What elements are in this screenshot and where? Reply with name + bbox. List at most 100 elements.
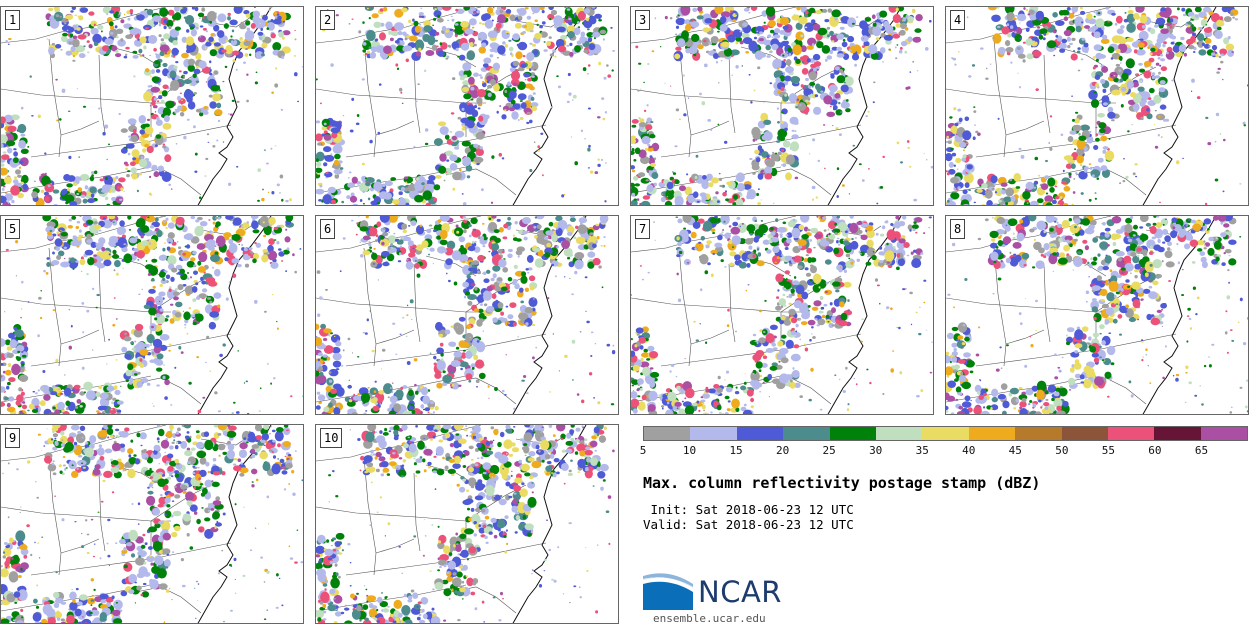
echo-cell <box>435 175 442 179</box>
echo-cell <box>1 375 3 378</box>
echo-cell <box>1099 128 1106 134</box>
echo-cell <box>140 378 149 383</box>
echo-cell <box>153 48 157 52</box>
echo-cell <box>183 135 187 140</box>
echo-cell <box>274 145 277 147</box>
echo-cell <box>131 149 140 158</box>
echo-cell <box>520 275 528 284</box>
echo-cell <box>1191 26 1197 32</box>
echo-cell <box>528 100 531 103</box>
echo-cell <box>765 44 771 51</box>
echo-cell <box>180 351 184 354</box>
echo-cell <box>190 82 194 86</box>
echo-cell <box>957 186 961 190</box>
echo-cell <box>648 157 655 165</box>
echo-cell <box>556 245 559 249</box>
echo-cell <box>441 7 452 11</box>
echo-cell <box>811 185 816 190</box>
echo-cell <box>264 310 267 313</box>
echo-cell <box>321 359 324 361</box>
echo-cell <box>826 111 836 118</box>
echo-cell <box>838 101 841 105</box>
echo-cell <box>139 129 146 135</box>
echo-cell <box>442 370 446 374</box>
echo-cell <box>862 45 865 48</box>
echo-cell <box>1180 36 1185 41</box>
echo-cell <box>276 183 280 187</box>
echo-cell <box>1231 51 1235 53</box>
echo-cell <box>1058 10 1065 16</box>
echo-cell <box>551 263 554 267</box>
echo-cell <box>784 127 788 131</box>
echo-cell <box>529 285 535 291</box>
echo-cell <box>189 26 194 30</box>
echo-cell <box>152 405 155 408</box>
echo-cell <box>587 72 589 75</box>
echo-cell <box>527 267 533 271</box>
echo-cell <box>956 168 959 170</box>
echo-cell <box>273 18 282 25</box>
echo-cell <box>239 36 243 41</box>
echo-cell <box>946 140 949 144</box>
echo-cell <box>674 195 684 205</box>
echo-cell <box>601 97 605 100</box>
echo-cell <box>973 106 976 108</box>
echo-cell <box>567 253 573 257</box>
echo-cell <box>109 25 115 30</box>
echo-cell <box>166 246 171 251</box>
echo-cell <box>757 40 759 42</box>
echo-cell <box>89 176 95 182</box>
echo-cell <box>587 107 591 110</box>
echo-cell <box>423 25 432 33</box>
echo-cell <box>82 198 88 204</box>
echo-cell <box>263 46 265 49</box>
echo-cell <box>755 157 761 163</box>
echo-cell <box>895 23 902 28</box>
echo-cell <box>13 148 17 151</box>
echo-cell <box>139 363 145 369</box>
echo-cell <box>11 363 21 376</box>
echo-cell <box>822 124 826 126</box>
echo-cell <box>551 229 555 232</box>
echo-cell <box>476 385 478 388</box>
echo-cell <box>27 409 30 412</box>
echo-cell <box>746 194 751 200</box>
echo-cell <box>391 247 393 249</box>
echo-cell <box>104 205 106 206</box>
echo-cell <box>79 173 90 181</box>
echo-cell <box>51 42 56 46</box>
echo-cell <box>791 129 795 132</box>
echo-cell <box>174 26 181 31</box>
echo-cell <box>739 40 744 45</box>
echo-cell <box>54 409 61 414</box>
echo-cell <box>1010 25 1014 29</box>
echo-cell <box>127 170 131 173</box>
echo-cell <box>470 86 475 91</box>
echo-cell <box>692 191 699 198</box>
echo-cell <box>223 232 232 238</box>
echo-cell <box>223 23 229 29</box>
echo-cell <box>1201 42 1205 46</box>
echo-cell <box>360 392 371 403</box>
echo-cell <box>183 79 192 85</box>
echo-cell <box>237 350 239 352</box>
echo-cell <box>170 404 173 406</box>
echo-cell <box>451 41 460 50</box>
echo-cell <box>684 19 691 25</box>
echo-cell <box>120 147 128 154</box>
echo-cell <box>323 328 332 334</box>
echo-cell <box>150 75 152 78</box>
echo-cell <box>481 188 484 192</box>
echo-cell <box>1111 89 1121 96</box>
echo-cell <box>21 363 25 366</box>
echo-cell <box>470 283 476 287</box>
echo-cell <box>214 109 223 116</box>
echo-cell <box>573 27 581 36</box>
echo-cell <box>468 379 472 383</box>
echo-cell <box>460 42 470 51</box>
echo-cell <box>1118 55 1123 61</box>
echo-cell <box>464 122 470 126</box>
echo-cell <box>441 358 444 361</box>
echo-cell <box>18 160 24 164</box>
echo-cell <box>649 155 653 159</box>
